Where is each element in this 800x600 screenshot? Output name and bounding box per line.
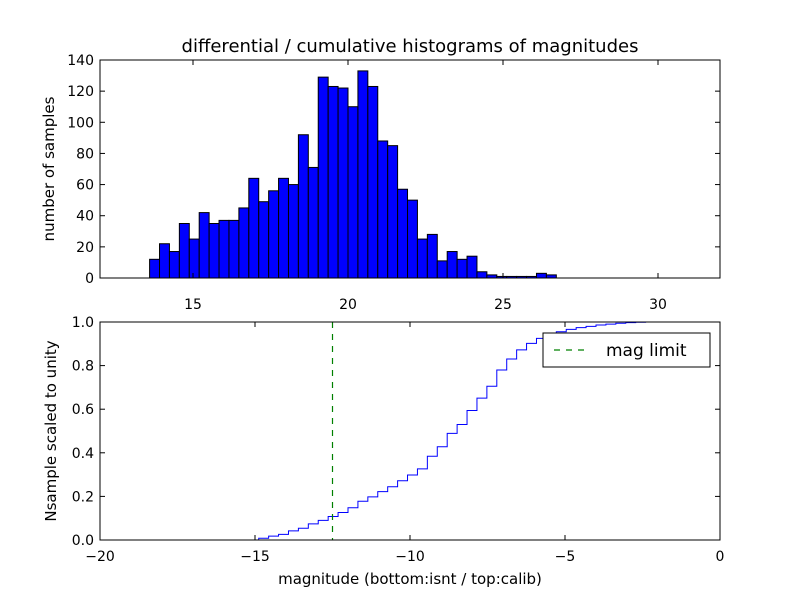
bottom-x-tick-label: −10 xyxy=(395,549,425,565)
histogram-bar xyxy=(278,177,289,279)
histogram-bar xyxy=(407,199,418,279)
bottom-y-tick-label: 0.6 xyxy=(72,402,94,418)
legend: mag limit xyxy=(542,332,711,368)
top-x-tick-label: 25 xyxy=(494,297,512,313)
bottom-y-tick-label: 0.0 xyxy=(72,533,94,549)
top-y-tick-label: 80 xyxy=(76,146,94,162)
histogram-bar xyxy=(149,258,161,279)
bottom-y-tick-label: 0.2 xyxy=(72,489,94,505)
histogram-bar xyxy=(426,233,438,279)
histogram-bar xyxy=(238,207,250,279)
histogram-bars xyxy=(149,70,557,279)
histogram-bar xyxy=(397,188,409,279)
top-y-tick-label: 140 xyxy=(67,53,94,69)
bottom-y-tick-label: 0.8 xyxy=(72,359,94,375)
histogram-bar xyxy=(387,145,399,279)
histogram-bar xyxy=(347,106,359,279)
bottom-x-tick-label: −5 xyxy=(555,549,576,565)
bottom-axis-ticks: 0.0 0.2 0.4 0.6 0.8 1.0 −20 −15 −10 −5 0 xyxy=(72,315,725,565)
differential-histogram-panel: differential / cumulative histograms of … xyxy=(40,36,721,313)
histogram-bar xyxy=(476,271,488,279)
top-axis-ticks: 0 20 40 60 80 100 120 140 15 20 25 30 xyxy=(67,53,720,313)
histogram-bar xyxy=(367,85,379,279)
histogram-bar xyxy=(178,223,190,279)
top-x-tick-label: 20 xyxy=(339,297,357,313)
chart-title: differential / cumulative histograms of … xyxy=(182,36,639,57)
histogram-bar xyxy=(188,238,200,279)
histogram-bar xyxy=(436,260,448,279)
cumulative-lines xyxy=(100,321,721,541)
histogram-bar xyxy=(456,258,468,279)
top-y-axis-label: number of samples xyxy=(40,96,58,241)
cumulative-histogram-panel: 0.0 0.2 0.4 0.6 0.8 1.0 −20 −15 −10 −5 0 magnitude… xyxy=(42,315,724,588)
histogram-bar xyxy=(268,190,280,279)
top-y-tick-label: 0 xyxy=(85,271,94,287)
histogram-bar xyxy=(416,238,428,279)
histogram-bar xyxy=(218,219,230,279)
top-y-tick-label: 60 xyxy=(76,178,94,194)
legend-entry-mag-limit: mag limit xyxy=(606,341,687,361)
bottom-y-axis-label: Nsample scaled to unity xyxy=(42,340,60,521)
top-y-tick-label: 20 xyxy=(76,240,94,256)
cumulative-step-line xyxy=(100,321,721,541)
histogram-bar xyxy=(159,243,170,279)
histogram-bar xyxy=(307,166,319,279)
histogram-bar xyxy=(297,134,309,279)
histogram-bar xyxy=(357,70,369,279)
top-y-tick-label: 100 xyxy=(67,115,94,131)
bottom-y-tick-label: 1.0 xyxy=(72,315,94,331)
top-x-tick-label: 30 xyxy=(649,297,667,313)
bottom-x-axis-label: magnitude (bottom:isnt / top:calib) xyxy=(278,570,542,588)
bottom-x-tick-label: −15 xyxy=(240,549,270,565)
top-y-tick-label: 40 xyxy=(76,209,94,225)
histogram-bar xyxy=(208,223,220,279)
histogram-bar xyxy=(446,251,458,279)
histogram-bar xyxy=(198,212,210,279)
histogram-bar xyxy=(466,255,478,279)
bottom-y-tick-label: 0.4 xyxy=(72,446,94,462)
histogram-bar xyxy=(287,184,299,279)
bottom-x-tick-label: 0 xyxy=(716,549,725,565)
histogram-bar xyxy=(258,201,270,279)
top-x-tick-label: 15 xyxy=(184,297,202,313)
histogram-bar xyxy=(327,85,339,279)
histogram-bar xyxy=(317,76,329,279)
top-y-tick-label: 120 xyxy=(67,84,94,100)
histogram-bar xyxy=(168,251,180,279)
histogram-bar xyxy=(228,219,240,279)
top-axes-frame xyxy=(99,59,721,279)
bottom-x-tick-label: −20 xyxy=(85,549,115,565)
histogram-bar xyxy=(248,177,260,279)
histogram-bar xyxy=(535,272,547,279)
histogram-bar xyxy=(337,87,349,279)
histogram-bar xyxy=(377,140,389,279)
